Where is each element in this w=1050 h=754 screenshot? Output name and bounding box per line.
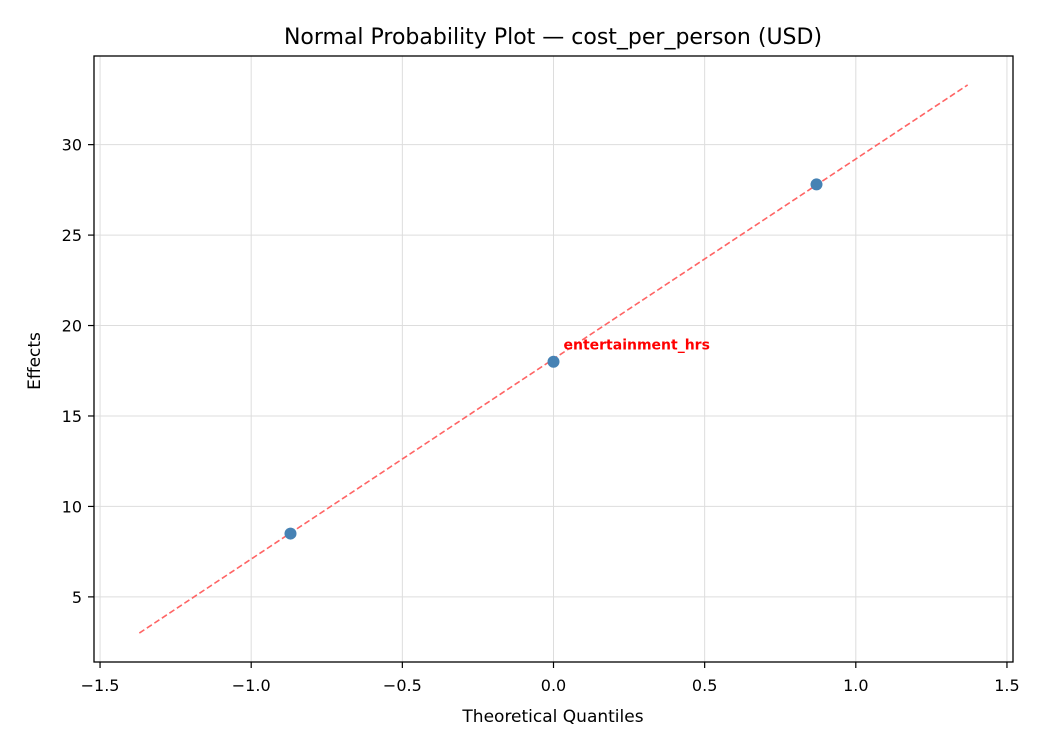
x-tick-label: 1.5 [994,676,1019,695]
y-tick-label: 25 [62,226,82,245]
data-point [547,355,560,368]
x-tick-label: 0.0 [541,676,566,695]
y-axis-ticks: 5 10 15 20 25 30 [62,136,94,607]
y-tick-label: 15 [62,407,82,426]
data-point [284,527,297,540]
x-tick-label: 1.0 [843,676,868,695]
x-axis-label: Theoretical Quantiles [461,707,643,727]
y-axis-label: Effects [25,332,45,390]
points-layer [284,178,823,540]
annotation-layer: entertainment_hrs [564,338,710,354]
point-annotation: entertainment_hrs [564,338,710,354]
x-tick-label: 0.5 [692,676,717,695]
x-tick-label: −1.5 [81,676,120,695]
chart-title: Normal Probability Plot — cost_per_perso… [284,25,822,50]
x-axis-ticks: −1.5 −1.0 −0.5 0.0 0.5 1.0 1.5 [81,662,1020,695]
y-tick-label: 5 [72,588,82,607]
grid [94,56,1013,662]
y-tick-label: 30 [62,136,82,155]
x-tick-label: −0.5 [383,676,422,695]
x-tick-label: −1.0 [232,676,271,695]
data-point [810,178,823,191]
y-tick-label: 20 [62,317,82,336]
y-tick-label: 10 [62,497,82,516]
